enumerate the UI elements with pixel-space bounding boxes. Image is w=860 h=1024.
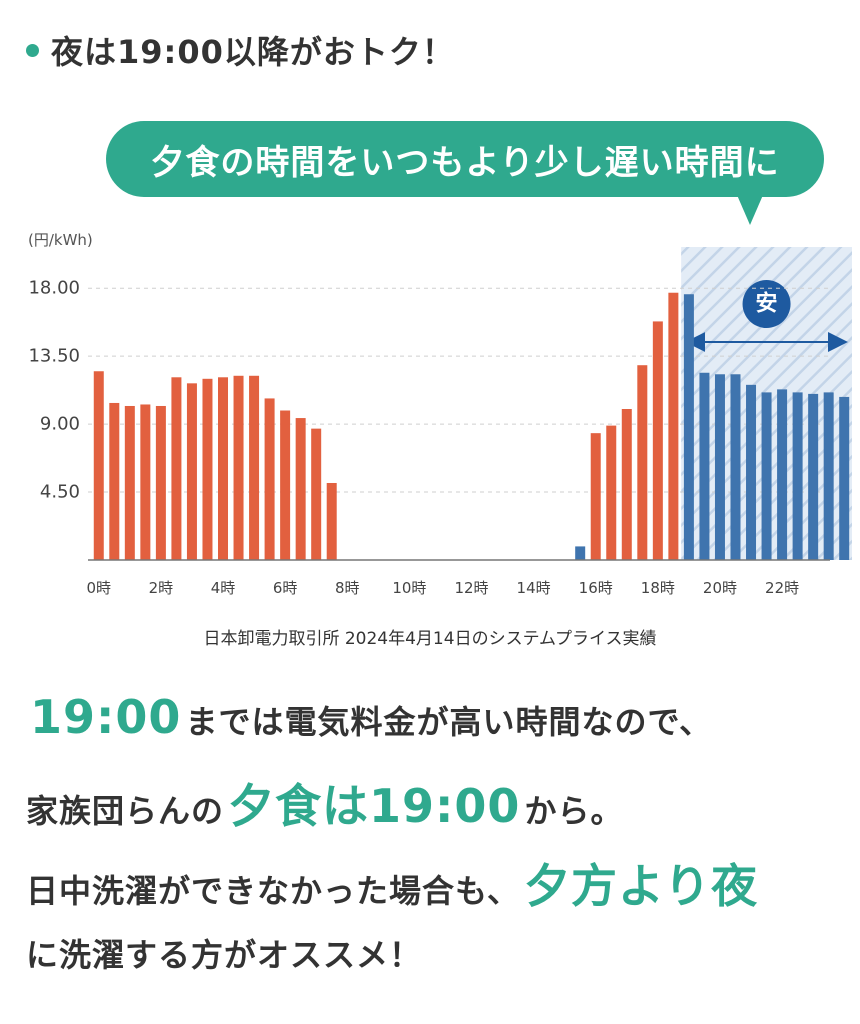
section-header: 夜は19:00以降がおトク！ — [26, 26, 455, 74]
x-tick-label: 8時 — [335, 579, 360, 597]
price-bar — [637, 365, 648, 560]
x-tick-label: 2時 — [149, 579, 174, 597]
description-line-3: 日中洗濯ができなかった場合も、 夕方より夜 — [26, 850, 846, 930]
chart-source: 日本卸電力取引所 2024年4月14日のシステムプライス実績 — [203, 629, 656, 649]
y-tick-label: 9.00 — [40, 414, 80, 435]
price-bar — [730, 374, 741, 560]
x-tick-label: 18時 — [641, 579, 675, 597]
x-tick-label: 6時 — [273, 579, 298, 597]
bubble-tail — [737, 195, 763, 225]
description-text: までは電気料金が高い時間なので、 — [185, 703, 713, 741]
x-tick-label: 0時 — [86, 579, 111, 597]
cheap-badge-label: 安 — [756, 291, 778, 317]
price-bar — [124, 405, 135, 560]
description-text: に洗濯する方がオススメ！ — [26, 936, 423, 974]
price-bar — [606, 425, 617, 560]
price-bar — [683, 294, 694, 560]
y-tick-label: 13.50 — [28, 346, 80, 367]
description-line-2: 家族団らんの 夕食は19:00 から。 — [26, 770, 846, 850]
price-bar — [155, 405, 166, 560]
x-tick-label: 10時 — [392, 579, 426, 597]
price-bar — [777, 389, 788, 560]
price-bar — [792, 392, 803, 560]
price-bar — [264, 398, 275, 560]
price-bar — [575, 546, 586, 560]
description-text: 日中洗濯ができなかった場合も、 — [26, 872, 521, 910]
highlight-evening: 夕方より夜 — [524, 859, 759, 913]
price-bar — [714, 374, 725, 560]
price-bar — [295, 418, 306, 560]
description-text: 家族団らんの — [26, 792, 225, 830]
y-tick-label: 18.00 — [28, 278, 80, 299]
x-tick-label: 20時 — [703, 579, 737, 597]
description-text: から。 — [524, 792, 624, 830]
x-tick-label: 14時 — [517, 579, 551, 597]
price-bar — [326, 482, 337, 560]
price-bar — [590, 433, 601, 560]
cheap-badge — [742, 280, 791, 328]
price-bar — [109, 402, 120, 560]
price-bar — [280, 410, 291, 560]
description-line-4: に洗濯する方がオススメ！ — [26, 930, 846, 1010]
section-title: 夜は19:00以降がおトク！ — [51, 33, 455, 71]
x-tick-label: 22時 — [765, 579, 799, 597]
x-tick-label: 12時 — [454, 579, 488, 597]
description: 19:00 までは電気料金が高い時間なので、 家族団らんの 夕食は19:00 か… — [26, 690, 846, 1010]
price-bar — [311, 428, 322, 560]
price-bar — [621, 409, 632, 560]
bullet-dot-icon — [26, 43, 39, 57]
price-bar — [699, 372, 710, 560]
y-tick-label: 4.50 — [40, 482, 80, 503]
price-bar — [249, 375, 260, 560]
speech-bubble: 夕食の時間をいつもより少し遅い時間に — [106, 121, 824, 225]
price-bar — [186, 383, 197, 560]
highlight-dinner: 夕食は19:00 — [228, 779, 521, 833]
price-chart: 安 (円/kWh) 18.00 13.50 9.00 4.50 0時 2時 4時 6時 8時 10時… — [28, 231, 852, 649]
highlight-time: 19:00 — [30, 690, 182, 744]
price-bar — [218, 377, 229, 560]
price-bar — [761, 392, 772, 560]
price-bar — [652, 321, 663, 560]
description-line-1: 19:00 までは電気料金が高い時間なので、 — [26, 690, 846, 770]
x-tick-label: 16時 — [579, 579, 613, 597]
price-bar — [746, 384, 757, 560]
price-bar — [93, 371, 104, 560]
price-bar — [202, 378, 213, 560]
price-bar — [808, 393, 819, 560]
x-tick-label: 4時 — [211, 579, 236, 597]
price-bar — [823, 392, 834, 560]
price-bar — [140, 404, 151, 560]
price-bar — [171, 377, 182, 560]
bubble-text: 夕食の時間をいつもより少し遅い時間に — [150, 142, 780, 183]
price-bar — [668, 292, 679, 560]
price-bar — [233, 375, 244, 560]
price-bar — [839, 396, 850, 560]
y-axis-unit: (円/kWh) — [28, 231, 93, 249]
